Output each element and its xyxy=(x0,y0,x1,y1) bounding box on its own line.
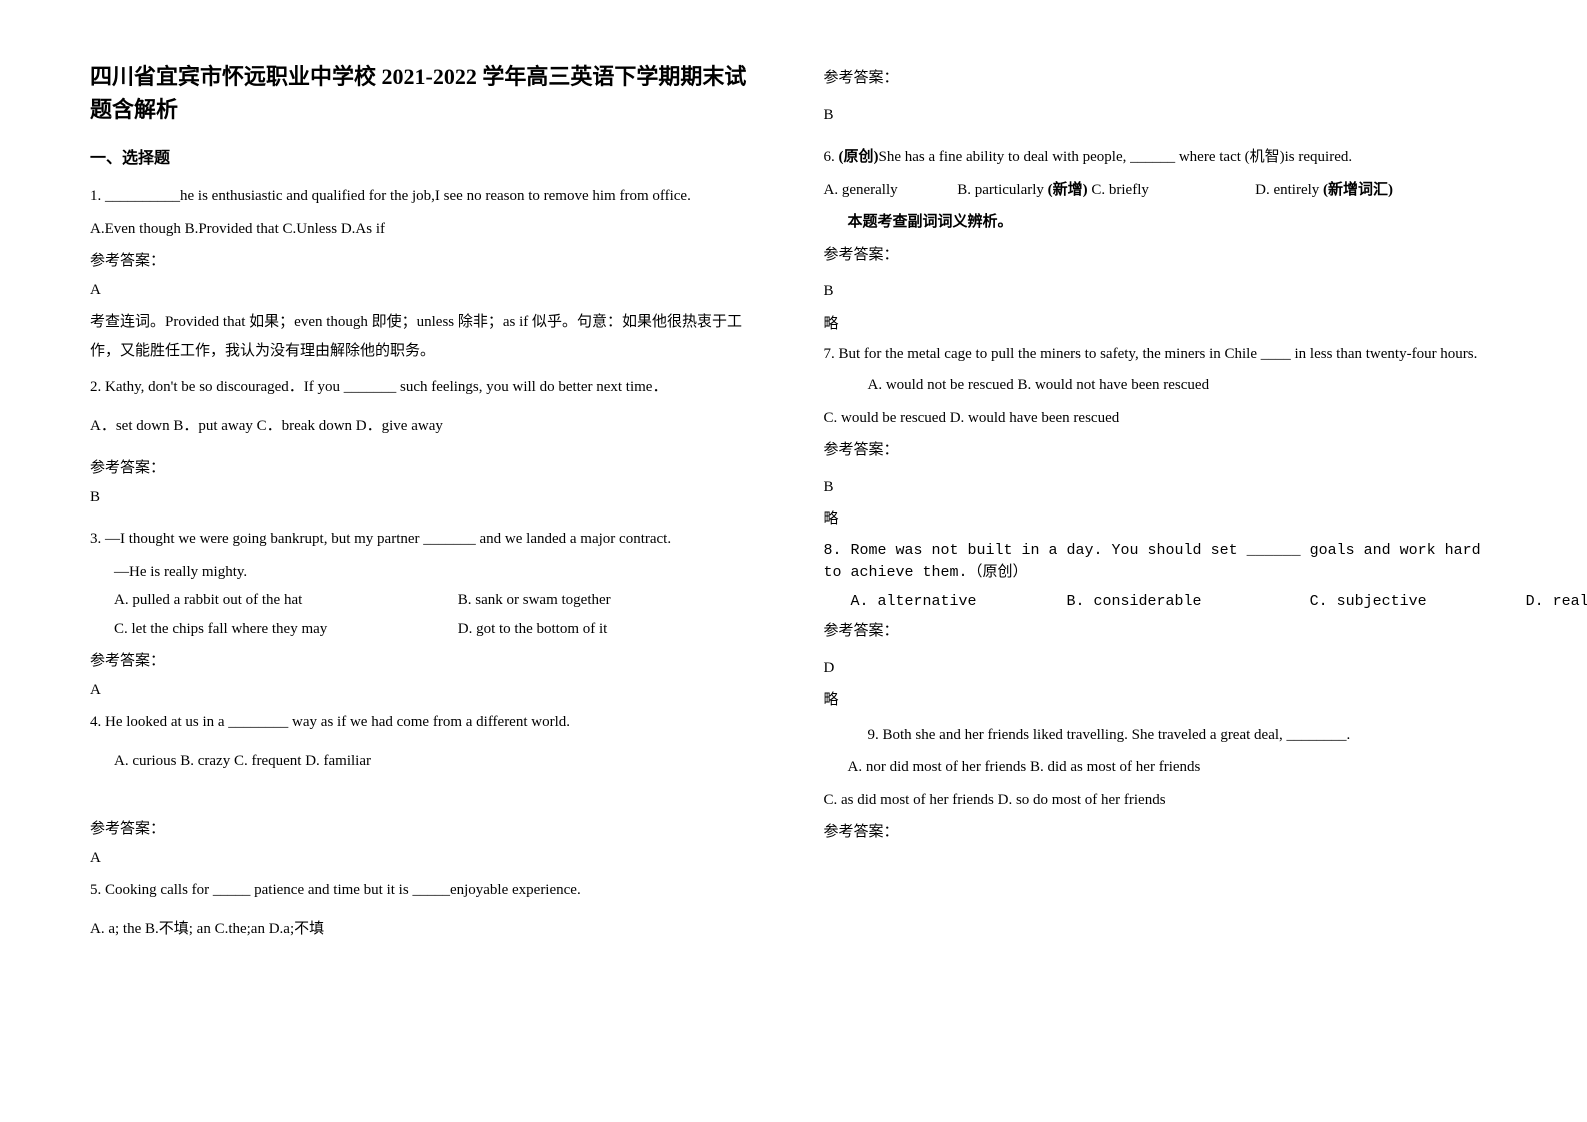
question-3-text: 3. —I thought we were going bankrupt, bu… xyxy=(90,525,764,554)
question-3-answer: A xyxy=(90,676,764,705)
q6-optB-tag: (新增) xyxy=(1048,182,1088,198)
question-2-options: A．set down B．put away C．break down D．giv… xyxy=(90,412,764,441)
q6-optC: C. briefly xyxy=(1091,176,1251,205)
q6-optB-wrap: B. particularly (新增) xyxy=(957,182,1087,198)
left-column: 四川省宜宾市怀远职业中学校 2021-2022 学年高三英语下学期期末试题含解析… xyxy=(90,60,764,947)
question-4-text: 4. He looked at us in a ________ way as … xyxy=(90,708,764,737)
question-5-options: A. a; the B.不填; an C.the;an D.a;不填 xyxy=(90,915,764,944)
right-column: 参考答案： B 6. (原创)She has a fine ability to… xyxy=(824,60,1498,947)
q6-prefix: 6. xyxy=(824,149,839,165)
question-1-answer: A xyxy=(90,276,764,305)
question-3-optD: D. got to the bottom of it xyxy=(458,621,608,637)
question-2-text: 2. Kathy, don't be so discouraged．If you… xyxy=(90,373,764,402)
question-6-text: 6. (原创)She has a fine ability to deal wi… xyxy=(824,143,1498,172)
answer-label: 参考答案： xyxy=(90,247,764,276)
question-3-options-row1: A. pulled a rabbit out of the hat B. san… xyxy=(90,586,764,615)
question-9-options-line1: A. nor did most of her friends B. did as… xyxy=(824,753,1498,782)
q6-tag: (原创) xyxy=(839,149,879,165)
question-7-text: 7. But for the metal cage to pull the mi… xyxy=(824,344,1498,365)
question-8-text: 8. Rome was not built in a day. You shou… xyxy=(824,540,1498,585)
answer-label: 参考答案： xyxy=(90,647,764,676)
question-7-answer: B xyxy=(824,473,1498,502)
question-8-options: A. alternative B. considerable C. subjec… xyxy=(824,591,1498,614)
q6-body: She has a fine ability to deal with peop… xyxy=(879,149,1353,165)
section-header: 一、选择题 xyxy=(90,144,764,174)
q6-optD-wrap: D. entirely (新增词汇) xyxy=(1255,182,1393,198)
question-6-answer: B xyxy=(824,277,1498,306)
answer-label: 参考答案： xyxy=(824,617,1498,646)
answer-label: 参考答案： xyxy=(90,454,764,483)
lue: 略 xyxy=(824,505,1498,534)
q6-optD-tag: (新增词汇) xyxy=(1323,182,1393,198)
question-5-answer: B xyxy=(824,101,1498,130)
question-9-text: 9. Both she and her friends liked travel… xyxy=(824,721,1498,750)
answer-label: 参考答案： xyxy=(90,815,764,844)
document-page: 四川省宜宾市怀远职业中学校 2021-2022 学年高三英语下学期期末试题含解析… xyxy=(90,60,1497,947)
question-9-options-line2: C. as did most of her friends D. so do m… xyxy=(824,786,1498,815)
question-2-answer: B xyxy=(90,483,764,512)
question-4-options: A. curious B. crazy C. frequent D. famil… xyxy=(90,747,764,776)
question-5-text: 5. Cooking calls for _____ patience and … xyxy=(90,876,764,905)
q6-optA: A. generally xyxy=(824,176,954,205)
question-3-optC: C. let the chips fall where they may xyxy=(114,615,454,644)
q6-optD: D. entirely xyxy=(1255,182,1323,198)
question-3-options-row2: C. let the chips fall where they may D. … xyxy=(90,615,764,644)
answer-label: 参考答案： xyxy=(824,241,1498,270)
lue: 略 xyxy=(824,686,1498,715)
question-1-text: 1. __________he is enthusiastic and qual… xyxy=(90,182,764,211)
question-3-line2: —He is really mighty. xyxy=(90,558,764,587)
answer-label: 参考答案： xyxy=(824,64,1498,93)
answer-label: 参考答案： xyxy=(824,818,1498,847)
question-3-optA: A. pulled a rabbit out of the hat xyxy=(114,586,454,615)
question-1-options: A.Even though B.Provided that C.Unless D… xyxy=(90,215,764,244)
question-6-options: A. generally B. particularly (新增) C. bri… xyxy=(824,176,1498,205)
document-title: 四川省宜宾市怀远职业中学校 2021-2022 学年高三英语下学期期末试题含解析 xyxy=(90,60,764,126)
question-4-answer: A xyxy=(90,844,764,873)
question-3-optB: B. sank or swam together xyxy=(458,592,611,608)
question-7-options-line2: C. would be rescued D. would have been r… xyxy=(824,404,1498,433)
answer-label: 参考答案： xyxy=(824,436,1498,465)
lue: 略 xyxy=(824,310,1498,339)
question-8-answer: D xyxy=(824,654,1498,683)
q6-optB: B. particularly xyxy=(957,182,1047,198)
question-7-options-line1: A. would not be rescued B. would not hav… xyxy=(824,371,1498,400)
question-6-note: 本题考查副词词义辨析。 xyxy=(824,208,1498,237)
question-1-explanation: 考查连词。Provided that 如果；even though 即使；unl… xyxy=(90,308,764,365)
